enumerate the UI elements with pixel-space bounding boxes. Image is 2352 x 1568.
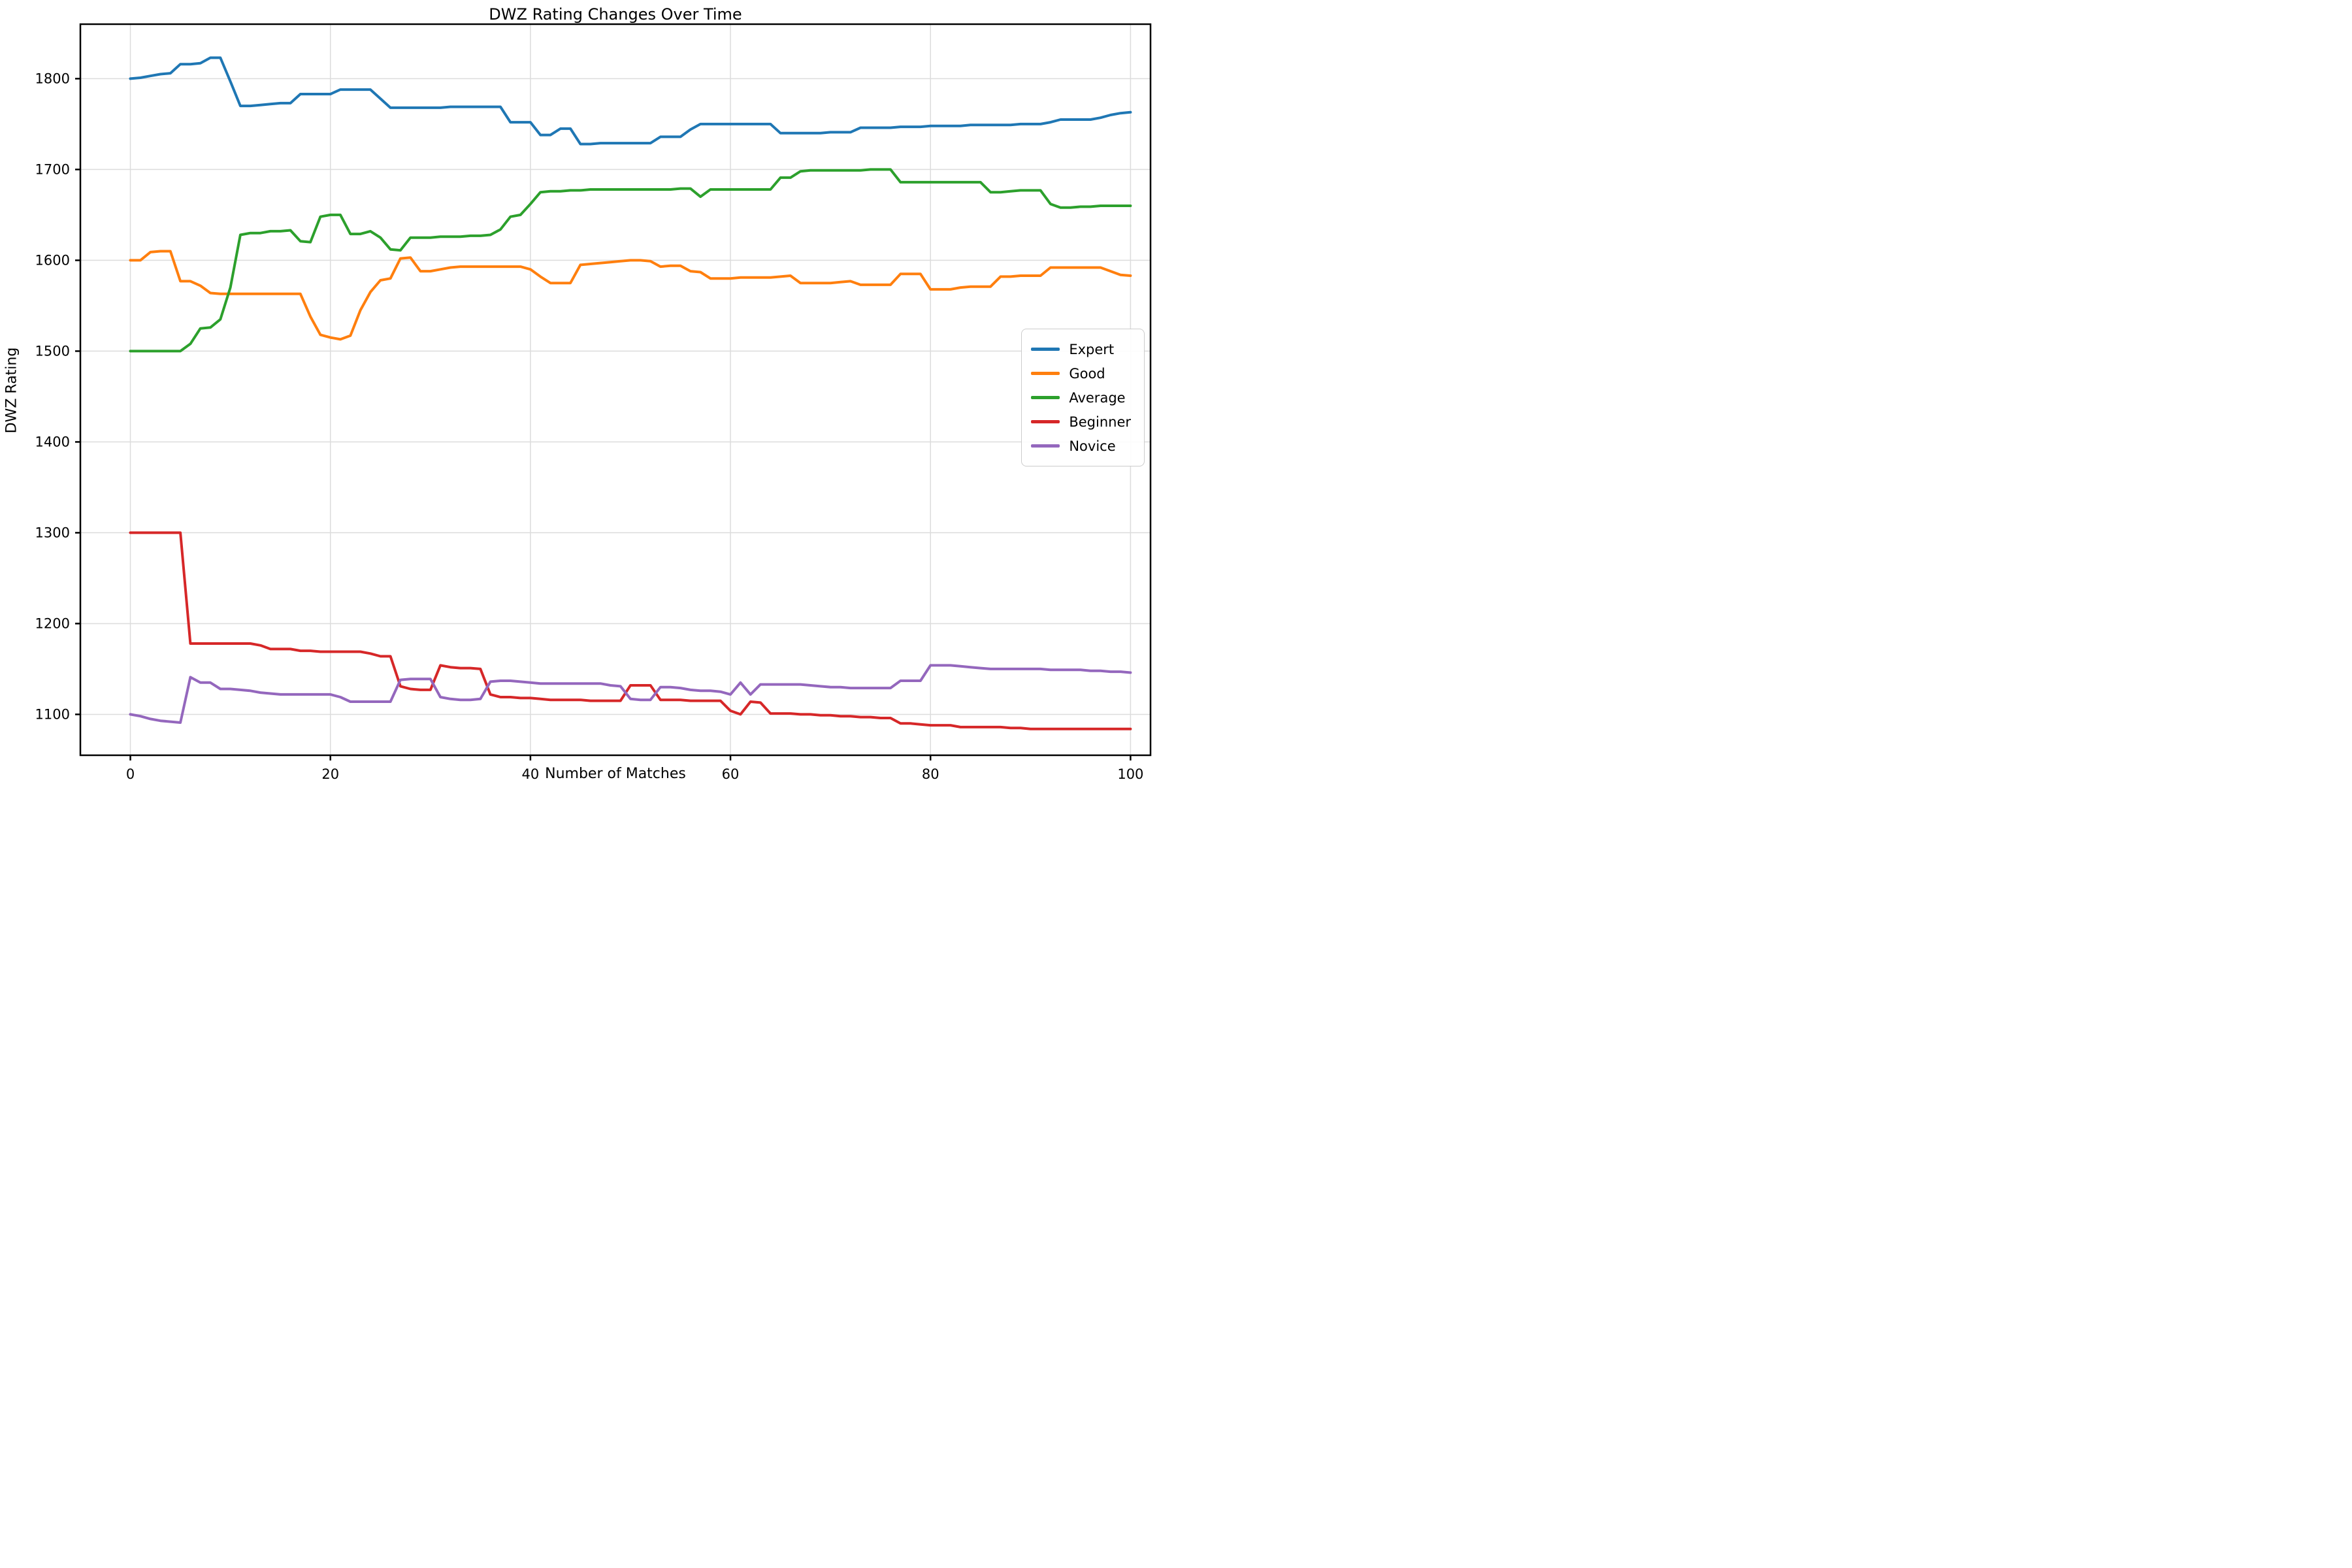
- legend-entry-average: Average: [1031, 385, 1131, 410]
- x-tick-label: 0: [126, 766, 135, 782]
- y-tick-label: 1700: [35, 161, 70, 177]
- legend-label: Average: [1069, 389, 1126, 406]
- legend-entry-good: Good: [1031, 361, 1131, 385]
- y-tick-label: 1400: [35, 434, 70, 449]
- x-tick-label: 80: [922, 766, 939, 782]
- x-tick-label: 20: [321, 766, 339, 782]
- chart-title: DWZ Rating Changes Over Time: [489, 5, 742, 24]
- series-line-good: [129, 250, 1132, 341]
- x-tick-label: 40: [522, 766, 540, 782]
- y-axis-label: DWZ Rating: [3, 347, 20, 434]
- series-line-beginner: [129, 531, 1132, 730]
- y-tick-label: 1800: [35, 71, 70, 86]
- y-tick-label: 1600: [35, 252, 70, 268]
- x-axis-label: Number of Matches: [545, 766, 686, 782]
- legend-swatch-icon: [1031, 372, 1060, 375]
- x-tick-label: 60: [722, 766, 740, 782]
- series-line-expert: [129, 56, 1132, 146]
- legend-entry-beginner: Beginner: [1031, 410, 1131, 434]
- y-tick-label: 1300: [35, 525, 70, 540]
- legend-label: Novice: [1069, 438, 1116, 454]
- plot-border: [79, 23, 1152, 757]
- legend-swatch-icon: [1031, 420, 1060, 423]
- legend-label: Expert: [1069, 341, 1115, 357]
- chart-figure: 0 20 40 60 80 100 1100 1200 1300 1400 1500 1600 1700…: [0, 0, 1176, 784]
- legend-label: Beginner: [1069, 414, 1131, 430]
- legend-entry-novice: Novice: [1031, 434, 1131, 458]
- y-tick-label: 1200: [35, 615, 70, 631]
- legend-swatch-icon: [1031, 396, 1060, 399]
- y-tick-label: 1100: [35, 706, 70, 722]
- y-tick-label: 1500: [35, 343, 70, 359]
- series-line-average: [129, 168, 1132, 353]
- x-tick-label: 100: [1117, 766, 1143, 782]
- legend-swatch-icon: [1031, 348, 1060, 351]
- legend-label: Good: [1069, 365, 1105, 382]
- legend-box: Expert Good Average Beginner Novice: [1021, 329, 1145, 466]
- legend-swatch-icon: [1031, 444, 1060, 448]
- series-line-novice: [129, 664, 1132, 724]
- plot-area: 0 20 40 60 80 100 1100 1200 1300 1400 1500 1600 1700…: [35, 23, 1152, 782]
- legend-entry-expert: Expert: [1031, 337, 1131, 361]
